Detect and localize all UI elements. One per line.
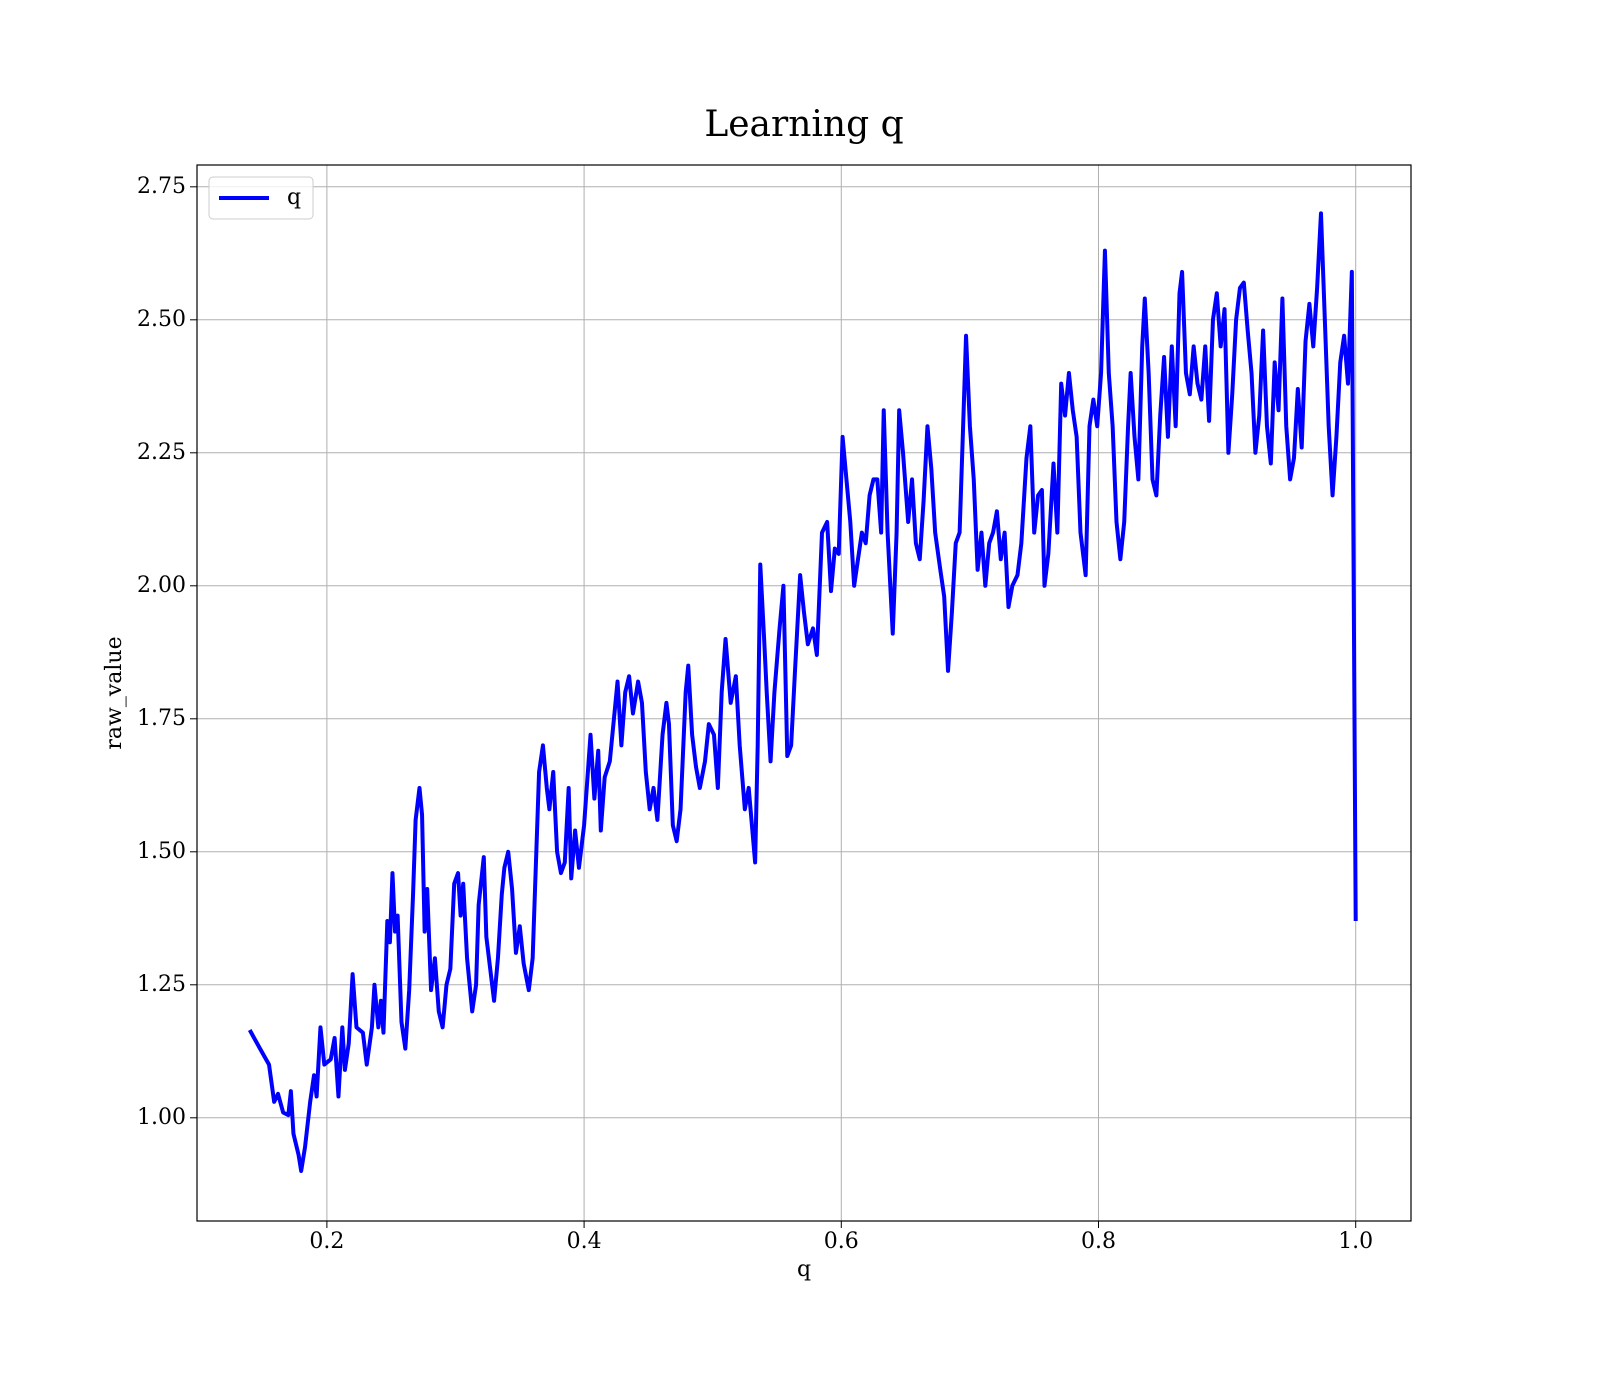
x-tick-label: 0.8 [1081, 1229, 1116, 1254]
x-tick-label: 0.2 [309, 1229, 344, 1254]
plot-frame [196, 164, 1412, 1222]
y-tick-label: 1.50 [137, 839, 186, 864]
y-tick-label: 1.25 [137, 972, 186, 997]
y-axis-label: raw_value [102, 636, 127, 749]
y-tick-label: 1.00 [137, 1105, 186, 1130]
y-tick-label: 1.75 [137, 706, 186, 731]
y-tick-label: 2.00 [137, 573, 186, 598]
chart-title: Learning q [704, 104, 903, 145]
x-tick-label: 1.0 [1338, 1229, 1373, 1254]
x-axis-label: q [797, 1257, 811, 1282]
y-tick-label: 2.25 [137, 440, 186, 465]
line-series [247, 211, 1358, 1173]
legend-label: q [287, 185, 301, 210]
y-tick-label: 2.50 [137, 307, 186, 332]
y-tick-label: 2.75 [137, 174, 186, 199]
x-tick-label: 0.6 [824, 1229, 859, 1254]
x-tick-label: 0.4 [567, 1229, 602, 1254]
